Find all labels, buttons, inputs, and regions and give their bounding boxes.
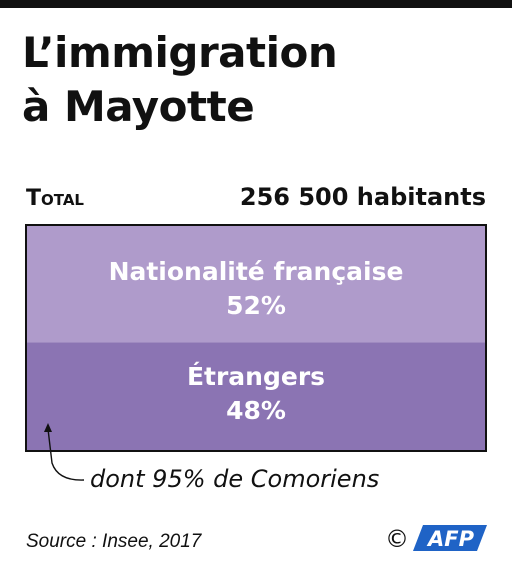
value-label: 52% xyxy=(226,291,286,320)
svg-text:AFP: AFP xyxy=(426,527,475,551)
segment-nationalite-francaise xyxy=(26,225,486,343)
stacked-bar-chart: Nationalité française 52% Étrangers 48% dont… xyxy=(25,224,487,493)
copyright-symbol: © xyxy=(385,525,409,553)
afp-credit: © AFP xyxy=(385,525,487,553)
top-rule xyxy=(0,0,512,8)
total-value: 256 500 habitants xyxy=(239,183,486,211)
source-note: Source : Insee, 2017 xyxy=(26,531,202,552)
segment-etrangers xyxy=(26,342,486,451)
total-label: Total xyxy=(26,186,84,211)
annotation-arrow xyxy=(47,428,85,481)
value-label: 48% xyxy=(226,396,286,425)
annotation-arrow-head xyxy=(44,423,52,432)
category-label: Nationalité française xyxy=(109,257,404,286)
title-line-2: à Mayotte xyxy=(22,82,255,131)
chart-title: L’immigration à Mayotte xyxy=(22,26,492,134)
afp-logo-icon: AFP xyxy=(413,525,487,551)
title-line-1: L’immigration xyxy=(22,28,338,77)
bar-border xyxy=(25,224,487,452)
annotation-text: dont 95% de Comoriens xyxy=(90,465,379,493)
category-label: Étrangers xyxy=(187,362,325,391)
